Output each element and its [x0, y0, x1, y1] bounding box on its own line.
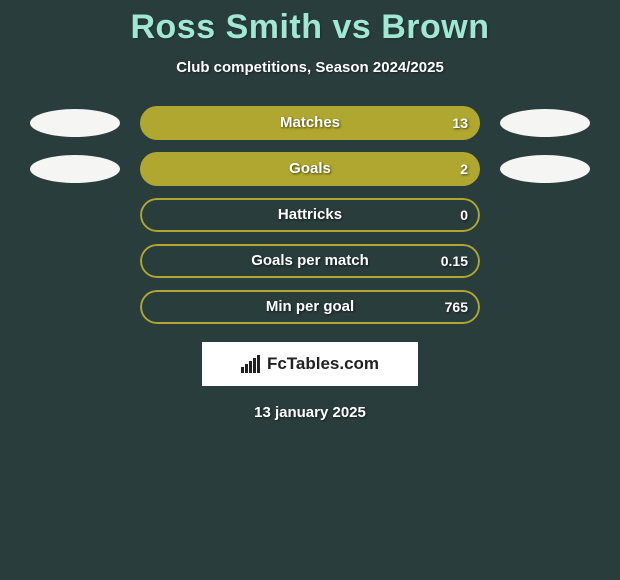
- right-oval: [500, 109, 590, 137]
- bar-label: Goals: [140, 152, 480, 186]
- bar-track: Goals2: [140, 152, 480, 186]
- left-oval: [30, 155, 120, 183]
- bar-value: 0.15: [441, 244, 468, 278]
- bar-value: 765: [445, 290, 468, 324]
- bar-track: Matches13: [140, 106, 480, 140]
- brand-badge: FcTables.com: [202, 342, 418, 386]
- left-oval: [30, 109, 120, 137]
- bar-label: Matches: [140, 106, 480, 140]
- bar-track: Hattricks0: [140, 198, 480, 232]
- date-label: 13 january 2025: [0, 404, 620, 421]
- bar-label: Goals per match: [140, 244, 480, 278]
- right-spacer: [500, 247, 590, 275]
- bar-label: Min per goal: [140, 290, 480, 324]
- brand-text: FcTables.com: [267, 354, 379, 374]
- bar-value: 0: [460, 198, 468, 232]
- bar-track: Goals per match0.15: [140, 244, 480, 278]
- bar-row: Goals2: [0, 152, 620, 186]
- comparison-bars: Matches13 Goals2 Hattricks0 Goals per match…: [0, 106, 620, 324]
- right-oval: [500, 155, 590, 183]
- bar-label: Hattricks: [140, 198, 480, 232]
- bar-value: 13: [452, 106, 468, 140]
- bar-chart-icon: [241, 355, 261, 373]
- right-spacer: [500, 201, 590, 229]
- bar-row: Goals per match0.15: [0, 244, 620, 278]
- bar-row: Min per goal765: [0, 290, 620, 324]
- left-spacer: [30, 293, 120, 321]
- left-spacer: [30, 201, 120, 229]
- bar-row: Hattricks0: [0, 198, 620, 232]
- bar-value: 2: [460, 152, 468, 186]
- bar-row: Matches13: [0, 106, 620, 140]
- left-spacer: [30, 247, 120, 275]
- subtitle: Club competitions, Season 2024/2025: [0, 59, 620, 76]
- bar-track: Min per goal765: [140, 290, 480, 324]
- right-spacer: [500, 293, 590, 321]
- page-title: Ross Smith vs Brown: [0, 0, 620, 47]
